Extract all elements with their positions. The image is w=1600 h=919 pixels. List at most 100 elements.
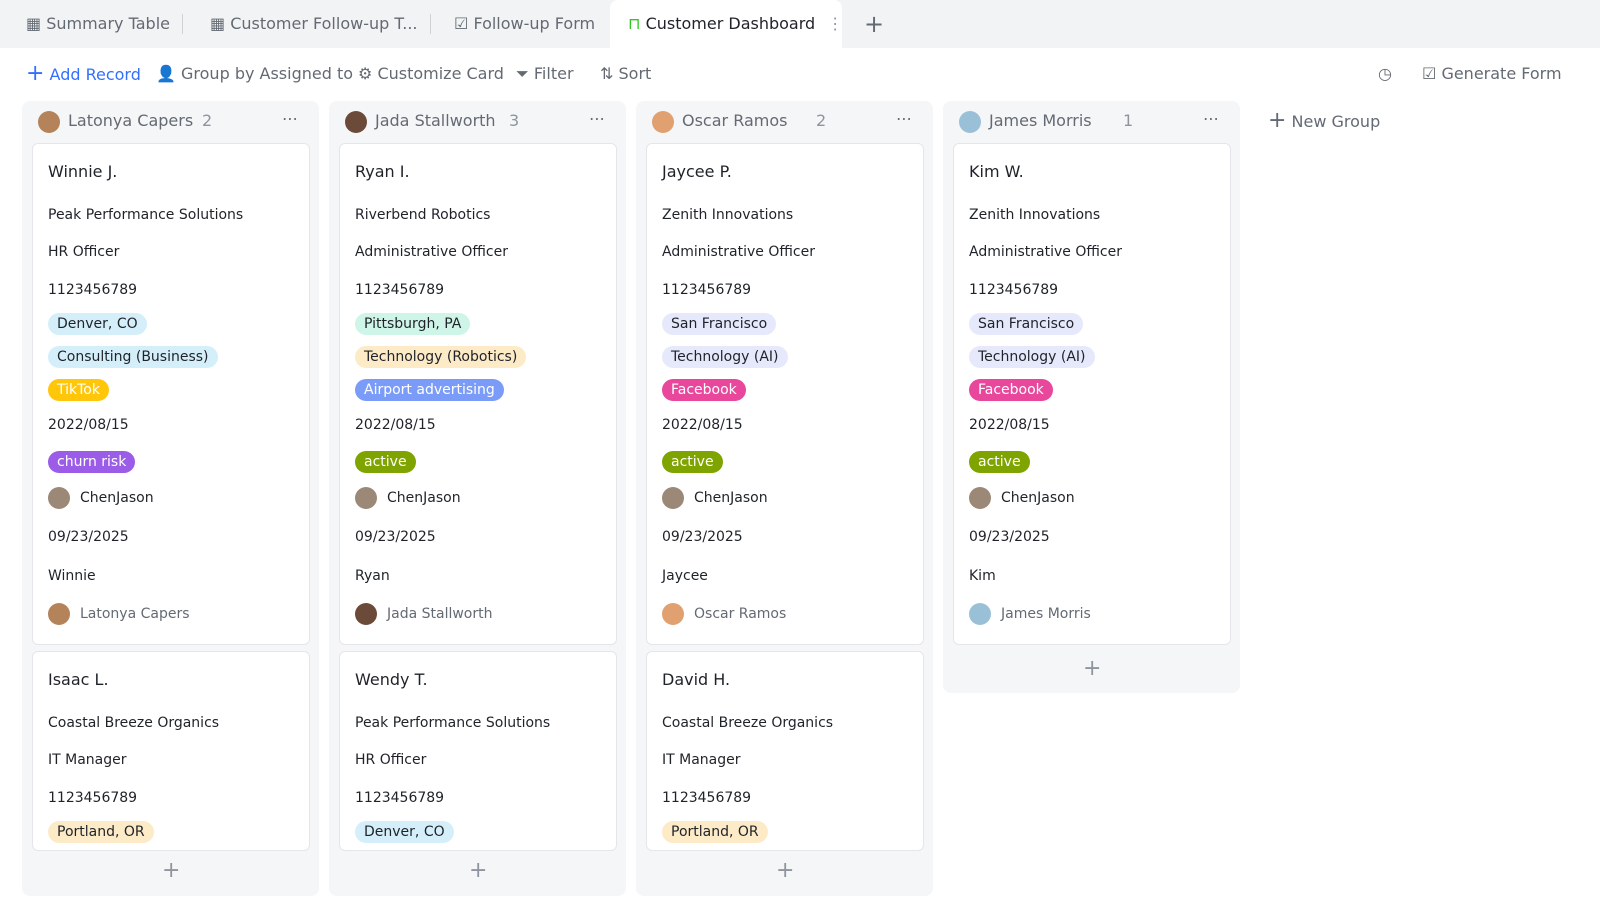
group-avatar bbox=[345, 111, 367, 133]
tab[interactable]: ⊓ Customer Dashboard ⋮ bbox=[610, 0, 843, 48]
field-assignee: Latonya Capers bbox=[80, 606, 190, 622]
record-card[interactable]: David H. Coastal Breeze Organics IT Manage… bbox=[646, 651, 924, 851]
add-tab[interactable]: + bbox=[864, 10, 885, 38]
field-date: 2022/08/15 bbox=[355, 417, 436, 433]
record-card[interactable]: Winnie J. Peak Performance Solutions HR Of… bbox=[32, 143, 310, 645]
tag-industry: Technology (AI) bbox=[969, 346, 1095, 368]
field-name: Jaycee P. bbox=[662, 162, 732, 181]
label: Add Record bbox=[49, 65, 141, 84]
record-card[interactable]: Ryan I. Riverbend Robotics Administrative … bbox=[339, 143, 617, 645]
customize-button[interactable]: ⚙ Customize Card bbox=[358, 64, 504, 83]
add-card-button[interactable]: + bbox=[162, 858, 181, 883]
field-role: HR Officer bbox=[355, 752, 427, 768]
field-phone: 1123456789 bbox=[662, 790, 752, 806]
avatar bbox=[969, 487, 991, 509]
group-avatar bbox=[652, 111, 674, 133]
label: Filter bbox=[533, 64, 574, 83]
record-card[interactable]: Jaycee P. Zenith Innovations Administrativ… bbox=[646, 143, 924, 645]
field-first-name: Winnie bbox=[48, 568, 96, 584]
tab-separator bbox=[430, 14, 431, 34]
field-name: Winnie J. bbox=[48, 162, 118, 181]
field-name: Kim W. bbox=[969, 162, 1024, 181]
tag-location: Denver, CO bbox=[48, 313, 147, 335]
group-menu[interactable]: ⋯ bbox=[896, 109, 912, 128]
field-followup-date: 09/23/2025 bbox=[48, 529, 129, 545]
label: Customize Card bbox=[377, 64, 504, 83]
tag-location: San Francisco bbox=[969, 313, 1084, 335]
group-count: 3 bbox=[509, 111, 520, 130]
group-count: 2 bbox=[816, 111, 827, 130]
add-card-button[interactable]: + bbox=[776, 858, 795, 883]
history-button[interactable]: ◷ bbox=[1378, 64, 1392, 83]
new-group-button[interactable]: + New Group bbox=[1268, 108, 1381, 133]
field-company: Riverbend Robotics bbox=[355, 207, 491, 223]
field-first-name: Ryan bbox=[355, 568, 390, 584]
group-name: Latonya Capers bbox=[68, 111, 194, 130]
field-assignee: James Morris bbox=[1001, 606, 1091, 622]
field-owner: ChenJason bbox=[80, 490, 154, 506]
field-assignee: Jada Stallworth bbox=[387, 606, 493, 622]
add-card-button[interactable]: + bbox=[1083, 656, 1102, 681]
add-card-button[interactable]: + bbox=[469, 858, 488, 883]
tag-industry: Technology (AI) bbox=[662, 346, 788, 368]
tag-location: Portland, OR bbox=[48, 821, 154, 843]
avatar bbox=[48, 487, 70, 509]
avatar bbox=[969, 603, 991, 625]
avatar bbox=[662, 603, 684, 625]
field-phone: 1123456789 bbox=[969, 282, 1059, 298]
record-card[interactable]: Kim W. Zenith Innovations Administrative O… bbox=[953, 143, 1231, 645]
tag-location: Pittsburgh, PA bbox=[355, 313, 471, 335]
field-date: 2022/08/15 bbox=[48, 417, 129, 433]
field-followup-date: 09/23/2025 bbox=[662, 529, 743, 545]
field-phone: 1123456789 bbox=[355, 790, 445, 806]
sort-button[interactable]: ⇅ Sort bbox=[600, 64, 652, 83]
avatar bbox=[662, 487, 684, 509]
record-card[interactable]: Isaac L. Coastal Breeze Organics IT Manage… bbox=[32, 651, 310, 851]
group-column: Jada Stallworth 3 ⋯ Ryan I. Riverbend Roboti… bbox=[329, 101, 626, 896]
group-menu[interactable]: ⋯ bbox=[282, 109, 298, 128]
add-record-button[interactable]: + Add Record bbox=[26, 61, 141, 86]
tag-status: active bbox=[969, 451, 1030, 473]
field-role: Administrative Officer bbox=[662, 244, 815, 260]
field-owner: ChenJason bbox=[1001, 490, 1075, 506]
field-owner: ChenJason bbox=[387, 490, 461, 506]
field-company: Zenith Innovations bbox=[969, 207, 1101, 223]
group-button[interactable]: 👤 Group by Assigned to bbox=[156, 64, 354, 83]
filter-button[interactable]: ⏷ Filter bbox=[516, 64, 574, 83]
field-company: Peak Performance Solutions bbox=[355, 715, 551, 731]
field-role: Administrative Officer bbox=[969, 244, 1122, 260]
field-role: IT Manager bbox=[662, 752, 741, 768]
group-menu[interactable]: ⋯ bbox=[1203, 109, 1219, 128]
generate-form-button[interactable]: ☑ Generate Form bbox=[1422, 64, 1562, 83]
field-company: Coastal Breeze Organics bbox=[662, 715, 834, 731]
tag-status: churn risk bbox=[48, 451, 136, 473]
tab[interactable]: ☑ Follow-up Form bbox=[454, 14, 596, 33]
tag-location: San Francisco bbox=[662, 313, 777, 335]
field-role: HR Officer bbox=[48, 244, 120, 260]
label: Sort bbox=[618, 64, 652, 83]
tab-separator bbox=[182, 14, 183, 34]
group-menu[interactable]: ⋯ bbox=[589, 109, 605, 128]
tab-label: Customer Follow-up T... bbox=[230, 14, 418, 33]
tab[interactable]: ▦ Customer Follow-up T... bbox=[210, 14, 418, 33]
field-phone: 1123456789 bbox=[662, 282, 752, 298]
field-date: 2022/08/15 bbox=[662, 417, 743, 433]
field-date: 2022/08/15 bbox=[969, 417, 1050, 433]
field-name: Ryan I. bbox=[355, 162, 410, 181]
label: Group by Assigned to bbox=[181, 64, 354, 83]
field-phone: 1123456789 bbox=[48, 282, 138, 298]
field-name: Wendy T. bbox=[355, 670, 428, 689]
tag-channel: Facebook bbox=[662, 379, 746, 401]
tag-industry: Technology (Robotics) bbox=[355, 346, 527, 368]
field-owner: ChenJason bbox=[694, 490, 768, 506]
field-role: IT Manager bbox=[48, 752, 127, 768]
tab[interactable]: ▦ Summary Table bbox=[26, 14, 170, 33]
group-column: James Morris 1 ⋯ Kim W. Zenith Innovations Ad… bbox=[943, 101, 1240, 693]
group-count: 2 bbox=[202, 111, 213, 130]
tab-label: Follow-up Form bbox=[473, 14, 596, 33]
tag-channel: Airport advertising bbox=[355, 379, 504, 401]
tab-label: Summary Table bbox=[46, 14, 170, 33]
record-card[interactable]: Wendy T. Peak Performance Solutions HR Off… bbox=[339, 651, 617, 851]
field-role: Administrative Officer bbox=[355, 244, 508, 260]
